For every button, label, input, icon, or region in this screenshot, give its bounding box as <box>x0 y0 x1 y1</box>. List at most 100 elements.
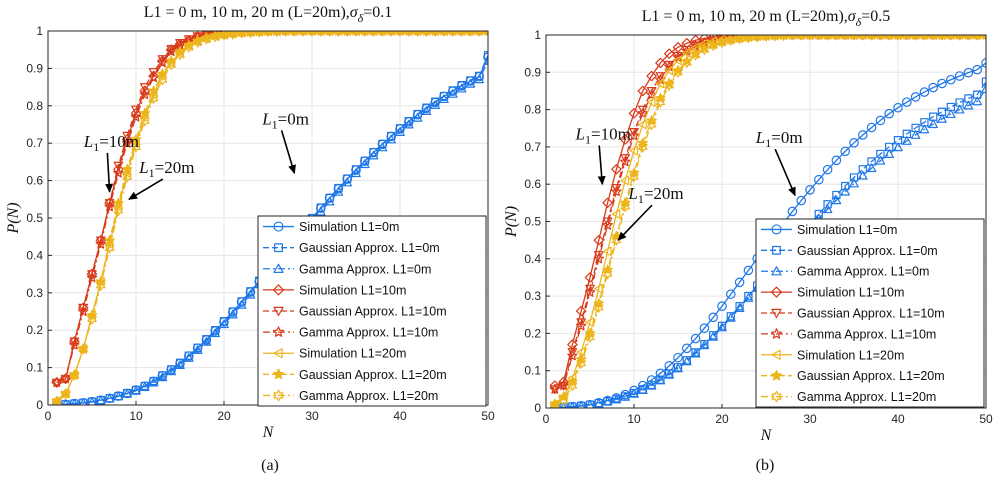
data-point-s0 <box>629 385 639 396</box>
data-point-s8 <box>201 33 212 45</box>
data-point-s2 <box>228 309 238 319</box>
data-point-s1 <box>316 203 325 212</box>
x-tick-label: 50 <box>481 409 495 423</box>
data-point-s1 <box>858 165 867 174</box>
panel-b-caption: (b) <box>756 457 775 474</box>
data-point-s2 <box>577 401 586 408</box>
data-point-s8 <box>254 31 264 38</box>
data-point-s2 <box>386 134 396 144</box>
data-point-s8 <box>456 31 467 37</box>
data-point-s8 <box>928 35 938 41</box>
data-point-s2 <box>395 127 405 136</box>
data-point-s2 <box>316 206 326 216</box>
y-tick-label: 0.4 <box>26 248 43 262</box>
series-line-4 <box>56 31 488 384</box>
data-point-s8 <box>717 37 727 48</box>
data-point-s8 <box>752 35 762 43</box>
data-point-s2 <box>148 377 159 387</box>
data-point-s1 <box>351 165 361 174</box>
data-point-s8 <box>192 36 203 48</box>
data-point-s2 <box>981 84 986 94</box>
panel-b: 0 10 20 30 40 50 0 0.1 0.2 0.3 0.4 0.5 0.6 0.7 0.8 0.9 1… <box>503 8 993 444</box>
chart-title: L1 = 0 m, 10 m, 20 m (L=20m),σδ=0.1 <box>144 4 393 25</box>
legend-marker <box>272 368 285 380</box>
data-point-s4 <box>620 154 630 163</box>
annotation-label: L1=10m <box>575 124 631 146</box>
data-point-s6 <box>638 119 647 130</box>
data-point-s8 <box>96 279 106 291</box>
data-point-s3 <box>584 272 596 283</box>
legend-label: Gamma Approx. L1=20m <box>299 389 438 403</box>
legend-label: Simulation L1=10m <box>797 286 904 300</box>
data-point-s3 <box>575 305 587 317</box>
series-line-8 <box>554 35 986 405</box>
data-point-s5 <box>549 383 560 394</box>
data-point-s8 <box>866 35 877 41</box>
data-point-s8 <box>919 35 930 41</box>
data-point-s1 <box>577 401 586 408</box>
data-point-s1 <box>61 400 70 405</box>
data-point-s8 <box>814 35 824 41</box>
data-point-s2 <box>448 89 458 98</box>
data-point-s6 <box>611 209 621 219</box>
data-point-s1 <box>395 124 405 133</box>
legend: Simulation L1=0m Gaussian Approx. L1=0m Ga… <box>755 218 985 408</box>
data-point-s2 <box>946 109 956 119</box>
data-point-s2 <box>421 106 432 115</box>
data-point-s8 <box>131 141 141 153</box>
annotation-label: L1=0m <box>261 110 309 132</box>
legend-label: Gaussian Approx. L1=10m <box>797 307 945 321</box>
data-point-s8 <box>307 31 317 37</box>
annotation-arrow <box>128 178 164 200</box>
legend-marker <box>274 243 283 253</box>
data-point-s6 <box>602 246 612 257</box>
annotation-label: L1=0m <box>755 128 803 150</box>
data-point-s2 <box>184 353 194 362</box>
data-point-s3 <box>663 48 675 59</box>
data-point-s5 <box>139 89 150 100</box>
legend-marker <box>771 266 782 276</box>
data-point-s6 <box>664 65 674 76</box>
data-point-s2 <box>113 391 124 401</box>
data-point-s2 <box>140 382 150 392</box>
data-point-s8 <box>298 31 308 37</box>
data-point-s2 <box>902 136 912 145</box>
data-point-s8 <box>884 35 894 41</box>
data-point-s1 <box>929 112 938 121</box>
data-point-s8 <box>412 31 423 37</box>
data-point-s2 <box>928 119 938 129</box>
data-point-s2 <box>963 100 974 110</box>
data-point-s1 <box>404 116 413 126</box>
data-point-s8 <box>963 35 974 41</box>
y-tick-label: 0.5 <box>524 215 541 229</box>
data-point-s8 <box>474 31 484 37</box>
data-point-s4 <box>585 284 595 294</box>
data-point-s8 <box>875 35 886 41</box>
data-point-s2 <box>594 398 604 408</box>
data-point-s8 <box>316 31 326 37</box>
y-tick-label: 0.9 <box>26 61 43 75</box>
data-point-s5 <box>628 130 640 141</box>
data-point-s0 <box>919 87 930 97</box>
data-point-s1 <box>439 91 449 101</box>
data-point-s8 <box>655 96 666 108</box>
data-point-s6 <box>682 48 691 58</box>
data-point-s2 <box>602 396 613 406</box>
data-point-s2 <box>611 394 622 404</box>
data-point-s0 <box>893 102 903 113</box>
data-point-s8 <box>360 31 370 37</box>
y-tick-label: 1 <box>36 24 43 38</box>
data-point-s8 <box>664 79 674 91</box>
data-point-s8 <box>805 35 815 41</box>
data-point-s2 <box>560 402 568 408</box>
data-point-s2 <box>324 196 335 206</box>
legend-label: Simulation L1=0m <box>797 223 897 237</box>
data-point-s0 <box>840 146 850 157</box>
x-tick-label: 20 <box>217 409 231 423</box>
data-point-s2 <box>655 375 666 385</box>
data-point-s8 <box>421 31 432 37</box>
data-point-s1 <box>937 107 947 117</box>
legend-marker <box>771 224 782 235</box>
data-point-s1 <box>211 326 220 335</box>
data-point-s8 <box>858 35 868 41</box>
